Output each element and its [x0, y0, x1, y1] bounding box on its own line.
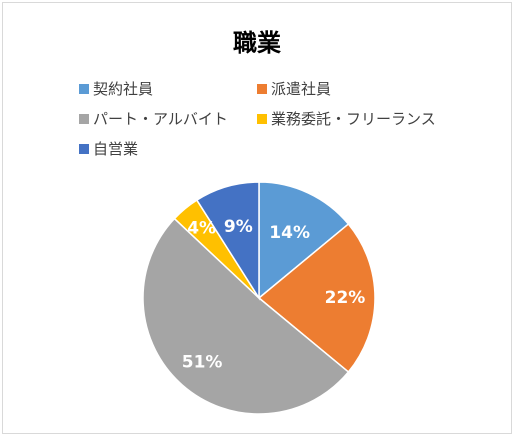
pie-slices [142, 181, 376, 415]
pie-label-2: 51% [182, 353, 223, 373]
pie-slice-0 [258, 181, 350, 300]
pie-label-4: 9% [224, 217, 253, 237]
pie-chart: 14% 22% 51% 4% 9% [142, 181, 376, 415]
pie-label-0: 14% [269, 223, 310, 243]
pie-labels: 14% 22% 51% 4% 9% [182, 217, 366, 373]
pie-slice-4 [195, 181, 260, 301]
pie-label-3: 4% [187, 219, 216, 239]
chart-area: 職業 契約社員 派遣社員 パート・アルバイト 業務委託・フリーランス 自営業 1… [2, 2, 512, 434]
chart-title: 職業 [233, 29, 281, 57]
pie-slice-2 [142, 217, 350, 415]
pie-slice-1 [257, 223, 376, 373]
pie-label-1: 22% [325, 288, 366, 308]
